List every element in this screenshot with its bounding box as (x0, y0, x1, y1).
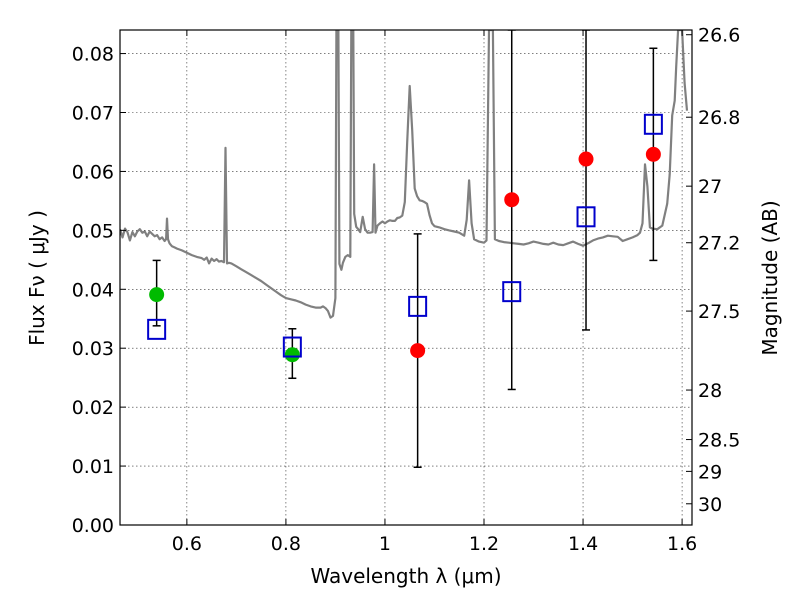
y-tick-label: 0.08 (72, 44, 114, 66)
right-tick-label: 27.5 (698, 301, 740, 323)
y-tick-label: 0.02 (72, 397, 114, 419)
y-tick-label: 0.01 (72, 456, 114, 478)
errorbar-group (152, 30, 658, 468)
right-tick-label: 27.2 (698, 233, 740, 255)
data-point-circle (284, 347, 300, 363)
y-tick-label: 0.03 (72, 338, 114, 360)
spectrum-line (120, 30, 689, 319)
y-axis-ticks: 0.00 0.01 0.02 0.03 0.04 0.05 0.06 0.07 0.08 (72, 44, 126, 537)
right-tick-label: 26.8 (698, 107, 740, 129)
data-point-square (576, 206, 596, 228)
right-tick-label: 30 (698, 494, 722, 516)
x-tick-label: 0.6 (172, 533, 202, 555)
x-tick-label: 1.6 (667, 533, 697, 555)
data-point-square (147, 318, 167, 340)
data-point-square (282, 336, 302, 358)
y-tick-label: 0.04 (72, 279, 114, 301)
gridlines (120, 30, 692, 526)
plot-frame (119, 29, 693, 526)
right-tick-label: 28 (698, 380, 722, 402)
right-tick-label: 29 (698, 461, 722, 483)
data-point-square (408, 295, 428, 317)
y-tick-label: 0.06 (72, 161, 114, 183)
marker-group (147, 113, 663, 363)
right-axis-ticks: 26.6 26.8 27 27.2 27.5 28 28.5 29 30 (686, 25, 740, 516)
x-axis-ticks: 0.6 0.8 1 1.2 1.4 1.6 (172, 30, 697, 555)
data-point-circle (410, 343, 426, 359)
y-tick-label: 0.07 (72, 103, 114, 125)
data-point-square (502, 281, 522, 303)
x-tick-label: 1.2 (469, 533, 499, 555)
right-tick-label: 27 (698, 176, 722, 198)
x-tick-label: 1.4 (568, 533, 598, 555)
right-tick-label: 26.6 (698, 25, 740, 47)
right-tick-label: 28.5 (698, 430, 740, 452)
data-point-circle (645, 146, 661, 162)
data-point-circle (504, 192, 520, 208)
data-point-square (643, 113, 663, 135)
right-axis-title: Magnitude (AB) (758, 200, 782, 355)
y-tick-label: 0.00 (72, 515, 114, 537)
x-tick-label: 1 (379, 533, 391, 555)
y-tick-label: 0.05 (72, 220, 114, 242)
x-tick-label: 0.8 (271, 533, 301, 555)
y-axis-title: Flux Fν ( μJy ) (25, 210, 49, 346)
data-point-circle (578, 151, 594, 167)
x-axis-title: Wavelength λ (μm) (310, 564, 501, 588)
spectrum-line-group (120, 30, 689, 319)
data-point-circle (149, 287, 165, 303)
